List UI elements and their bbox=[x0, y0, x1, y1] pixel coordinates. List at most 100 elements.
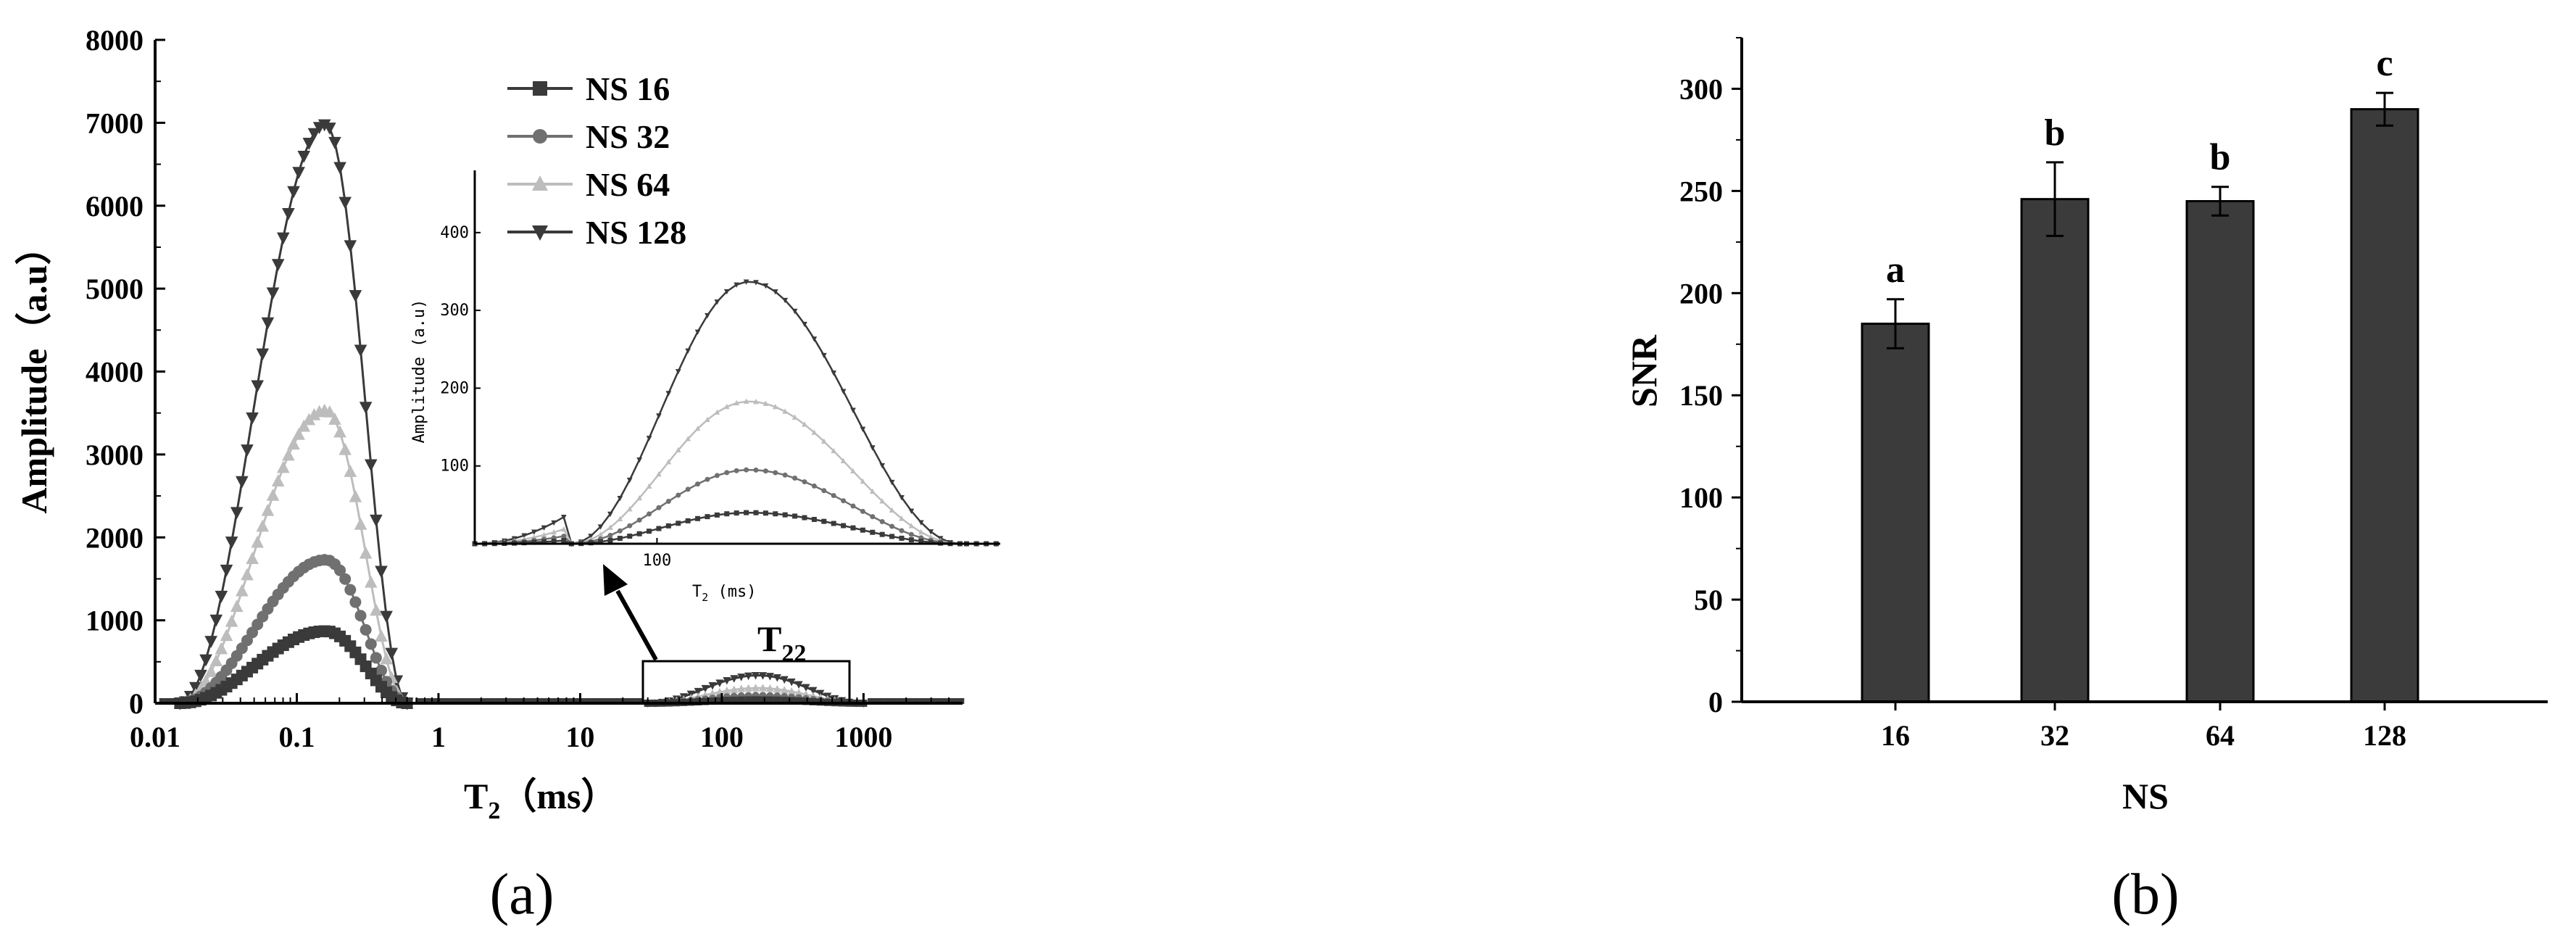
legend-label: NS 32 bbox=[586, 118, 670, 155]
data-point bbox=[930, 698, 936, 704]
data-point bbox=[730, 685, 739, 693]
inset-data-point bbox=[647, 529, 652, 534]
data-point bbox=[737, 696, 745, 704]
inset-data-point bbox=[665, 391, 672, 397]
inset-data-point bbox=[850, 468, 856, 474]
inset-data-point bbox=[705, 312, 710, 319]
data-point bbox=[230, 507, 244, 520]
data-point bbox=[209, 654, 223, 667]
inset-data-point bbox=[763, 510, 768, 516]
y-tick-label: 4000 bbox=[86, 356, 144, 389]
inset-data-point bbox=[792, 414, 798, 420]
data-point bbox=[444, 698, 450, 704]
data-point bbox=[608, 698, 615, 704]
x-tick-label: 64 bbox=[2206, 719, 2235, 752]
legend-label: NS 16 bbox=[586, 70, 670, 107]
inset-data-point bbox=[685, 436, 691, 442]
data-point bbox=[323, 405, 336, 418]
inset-data-point bbox=[802, 515, 807, 521]
inset-data-point bbox=[531, 529, 537, 535]
data-point bbox=[878, 698, 885, 704]
inset-data-point bbox=[626, 477, 633, 484]
inset-data-point bbox=[802, 479, 807, 485]
inset-data-point bbox=[831, 521, 836, 526]
data-point bbox=[597, 698, 603, 704]
data-point bbox=[364, 459, 378, 472]
bar-16 bbox=[1861, 323, 1930, 703]
data-point bbox=[773, 684, 781, 693]
data-point bbox=[344, 240, 357, 253]
inset-data-point bbox=[617, 528, 623, 534]
inset-data-point bbox=[665, 459, 672, 465]
data-point bbox=[636, 698, 643, 704]
x-tick-label: 0.1 bbox=[278, 721, 315, 753]
data-point bbox=[276, 232, 290, 245]
data-point bbox=[344, 584, 357, 596]
inset-data-point bbox=[753, 467, 759, 473]
x-tick-label: 1000 bbox=[834, 721, 892, 753]
data-point bbox=[246, 552, 259, 564]
inset-data-point bbox=[772, 404, 778, 410]
data-point bbox=[438, 698, 444, 704]
inset-data-point bbox=[627, 523, 633, 529]
inset-data-point bbox=[918, 529, 924, 535]
data-point bbox=[165, 698, 171, 704]
inset-data-point bbox=[607, 532, 613, 538]
data-point bbox=[574, 698, 581, 704]
data-point bbox=[375, 565, 388, 579]
data-point bbox=[500, 698, 507, 704]
inset-y-tick-label: 100 bbox=[440, 457, 469, 476]
panel-b-bar-chart: a b b c 0 50 100 150 200 250 300 16 32 64 128 SNR NS… bbox=[1624, 37, 2548, 927]
data-point bbox=[730, 675, 739, 683]
data-point bbox=[292, 427, 305, 440]
data-point bbox=[752, 696, 760, 704]
inset-data-point bbox=[792, 513, 798, 519]
data-point bbox=[773, 674, 781, 682]
inset-data-point bbox=[646, 483, 652, 489]
inset-data-point bbox=[744, 467, 749, 473]
data-point bbox=[297, 150, 311, 163]
data-point bbox=[334, 564, 346, 576]
inset-data-point bbox=[792, 476, 798, 481]
inset-data-point bbox=[899, 528, 905, 534]
data-point bbox=[454, 698, 461, 704]
zoom-arrow-shaft bbox=[615, 589, 658, 661]
inset-data-point bbox=[811, 336, 818, 342]
legend-label: NS 128 bbox=[586, 214, 686, 251]
inset-data-point bbox=[850, 407, 856, 413]
data-point bbox=[737, 674, 746, 681]
inset-y-tick-label: 200 bbox=[440, 379, 469, 397]
inset-data-point bbox=[860, 527, 865, 533]
bar-32 bbox=[2020, 198, 2090, 703]
data-point bbox=[287, 437, 300, 450]
data-point bbox=[758, 672, 767, 680]
data-point bbox=[194, 669, 207, 682]
inset-data-point bbox=[899, 535, 905, 541]
data-point bbox=[631, 698, 637, 704]
data-point bbox=[708, 697, 716, 705]
y-tick-label: 300 bbox=[1679, 72, 1723, 105]
data-point bbox=[349, 596, 362, 608]
inset-data-point bbox=[714, 512, 720, 518]
t22-region-box bbox=[641, 660, 851, 705]
x-tick-label: 128 bbox=[2363, 719, 2406, 752]
inset-data-point bbox=[665, 523, 671, 529]
inset-data-point bbox=[705, 416, 710, 423]
data-point bbox=[220, 564, 233, 577]
inset-y-axis-label: Amplitude (a.u) bbox=[410, 299, 428, 444]
data-point bbox=[506, 698, 512, 704]
inset-data-point bbox=[802, 421, 807, 427]
inset-data-point bbox=[541, 531, 547, 538]
inset-data-point bbox=[597, 531, 604, 537]
data-point bbox=[276, 460, 290, 473]
inset-data-point bbox=[831, 493, 836, 499]
panel-b-x-ticks: 16 32 64 128 bbox=[1881, 702, 2406, 752]
data-point bbox=[246, 412, 259, 425]
inset-data-point bbox=[821, 488, 827, 494]
inset-data-point bbox=[744, 510, 749, 515]
inset-data-point bbox=[908, 537, 914, 543]
data-point bbox=[344, 465, 357, 477]
inset-data-point bbox=[636, 457, 642, 463]
data-point bbox=[339, 573, 352, 585]
inset-data-point bbox=[561, 534, 567, 539]
